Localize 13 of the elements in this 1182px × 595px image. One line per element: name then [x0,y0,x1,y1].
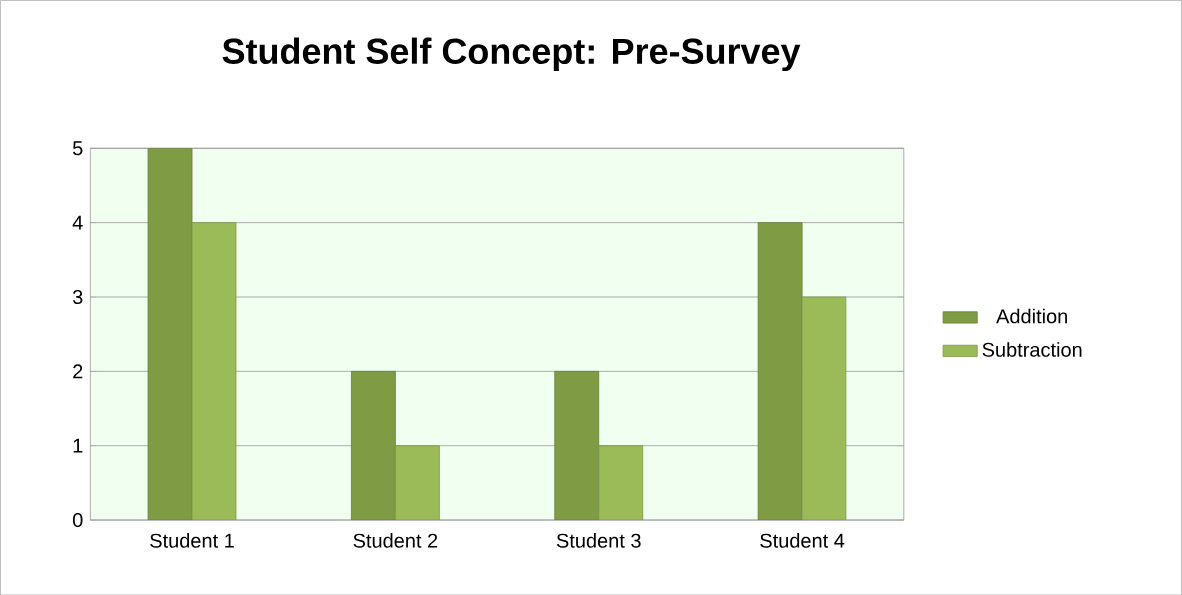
x-tick-label: Student 2 [353,532,438,548]
y-tick-label: 3 [72,289,83,304]
y-tick-label: 4 [72,215,83,230]
y-tick-label: 0 [72,512,83,527]
y-tick-label: 5 [72,141,83,156]
x-tick-label: Student 1 [150,532,234,548]
chart-title: Student Self Concept: Pre-Survey [222,37,801,71]
y-tick-label: 1 [73,438,83,453]
x-tick-label: Student 3 [556,532,641,548]
y-tick-label: 2 [73,364,83,379]
x-tick-label: Student 4 [760,532,845,548]
legend-label: Subtraction [982,341,1082,357]
legend-label: Addition [996,308,1067,324]
